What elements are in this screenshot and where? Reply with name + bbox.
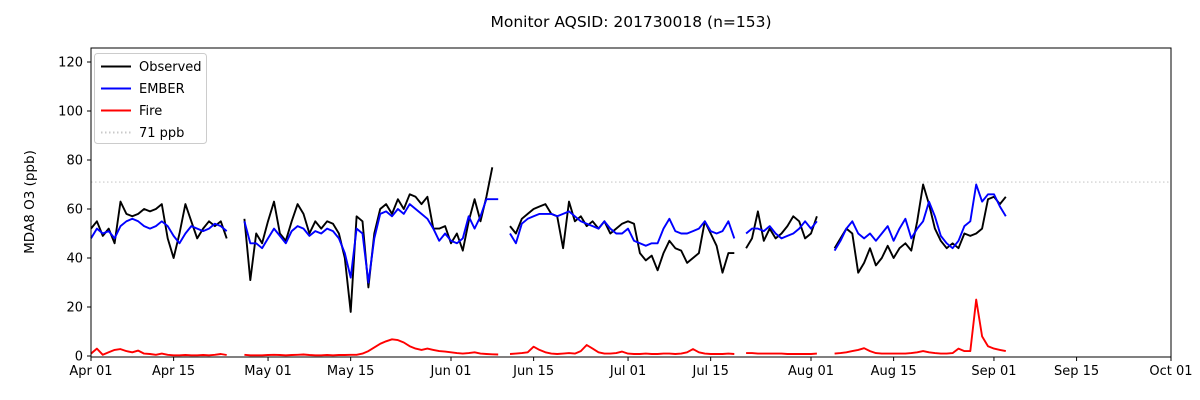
y-axis-tick-label: 80 xyxy=(66,154,83,169)
x-axis-tick-label: Aug 01 xyxy=(788,364,834,379)
x-axis-tick-label: Apr 15 xyxy=(152,364,195,379)
x-axis-tick-label: Jul 15 xyxy=(691,364,728,379)
legend-item-ember: EMBER xyxy=(101,82,185,97)
x-axis-tick-label: May 01 xyxy=(244,364,292,379)
legend-item-label: EMBER xyxy=(139,82,185,97)
x-axis-tick-label: Jun 15 xyxy=(512,364,554,379)
legend-item-label: Fire xyxy=(139,104,162,119)
plot-border xyxy=(90,47,1172,358)
legend-item-observed: Observed xyxy=(101,60,202,75)
legend-item-label: 71 ppb xyxy=(139,126,184,141)
y-axis-tick-label: 0 xyxy=(75,350,83,365)
legend: Observed EMBER Fire 71 ppb xyxy=(94,53,207,144)
x-axis-tick-label: Sep 15 xyxy=(1054,364,1099,379)
chart-title: Monitor AQSID: 201730018 (n=153) xyxy=(490,13,772,31)
y-axis-tick-label: 60 xyxy=(66,203,83,218)
x-axis-tick-label: Oct 01 xyxy=(1149,364,1192,379)
observed-line xyxy=(90,167,1007,313)
x-axis-tick-label: May 15 xyxy=(327,364,375,379)
y-axis-tick-label: 100 xyxy=(58,105,83,120)
x-axis-tick-label: Jun 01 xyxy=(430,364,472,379)
legend-box xyxy=(94,53,207,144)
x-axis-tick-label: Sep 01 xyxy=(971,364,1016,379)
legend-item-71-ppb: 71 ppb xyxy=(101,126,184,141)
y-axis-tick-label: 20 xyxy=(66,301,83,316)
y-axis-tick-label: 40 xyxy=(66,252,83,267)
legend-item-label: Observed xyxy=(139,60,202,75)
fire-line xyxy=(90,298,1006,357)
legend-item-fire: Fire xyxy=(101,104,162,119)
y-axis-tick-label: 120 xyxy=(58,56,83,71)
x-axis-tick-label: Apr 01 xyxy=(69,364,112,379)
ember-line xyxy=(90,183,1007,284)
x-axis-tick-label: Aug 15 xyxy=(871,364,917,379)
x-axis-tick-label: Jul 01 xyxy=(609,364,646,379)
